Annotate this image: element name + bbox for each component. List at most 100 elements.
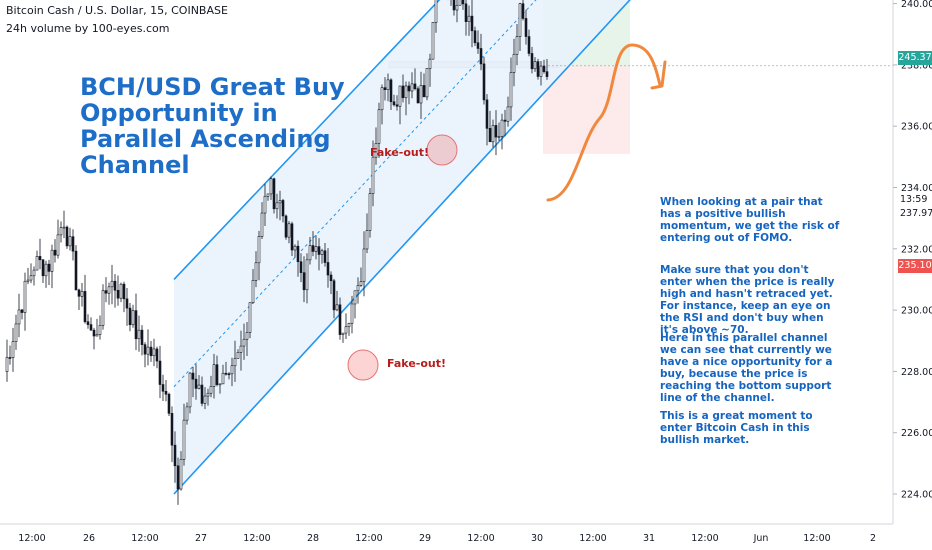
candle-body (383, 87, 387, 90)
note-line: Here in this parallel channel (660, 332, 828, 344)
candle-body (260, 212, 264, 237)
candle-body (458, 0, 462, 6)
candle-body (137, 329, 141, 340)
candle-body (248, 302, 252, 333)
countdown-label: 13:59 (900, 194, 928, 205)
note-line: Make sure that you don't (660, 264, 809, 276)
candle-body (119, 283, 123, 299)
time-tick-label: 12:00 (691, 533, 718, 544)
candle-body (212, 364, 216, 387)
note-line: bullish market. (660, 434, 750, 446)
candle-body (533, 61, 537, 70)
fakeout-label-bottom: Fake-out! (387, 357, 447, 370)
candle-body (512, 53, 516, 73)
candle-body (329, 274, 333, 282)
candle-body (104, 290, 108, 294)
note-line: For instance, keep an eye on (660, 300, 831, 312)
candle-body (374, 143, 378, 158)
time-tick-label: 30 (531, 533, 543, 544)
price-tick-label: 224.00 (901, 490, 932, 501)
candle-body (335, 304, 339, 311)
candle-body (68, 236, 72, 247)
candle-body (74, 250, 78, 291)
note-line: it's above ~70. (660, 324, 749, 336)
price-tick-label: 236.00 (901, 122, 932, 133)
candle-body (170, 413, 174, 446)
candle-body (209, 386, 213, 394)
headline-line: Opportunity in (80, 99, 278, 127)
candle-body (425, 68, 429, 98)
candle-body (176, 465, 180, 490)
candle-body (467, 15, 471, 22)
candle-body (479, 48, 483, 65)
headline-line: Parallel Ascending (80, 125, 331, 153)
candle-body (185, 406, 189, 421)
candle-body (509, 72, 513, 108)
price-tick-label: 232.00 (901, 244, 932, 255)
time-tick-label: 29 (419, 533, 431, 544)
fakeout-label-top: Fake-out! (370, 146, 430, 159)
candle-body (395, 104, 399, 107)
candle-body (200, 384, 204, 404)
candle-body (35, 256, 39, 271)
candle-body (134, 310, 138, 340)
candle-body (131, 310, 135, 326)
candle-body (518, 3, 522, 37)
candle-body (278, 200, 282, 204)
candle-body (311, 245, 315, 252)
candle-body (506, 106, 510, 122)
candle-body (116, 289, 120, 299)
candle-body (410, 83, 414, 92)
candle-body (281, 200, 285, 217)
candle-body (362, 248, 366, 282)
candle-body (245, 332, 249, 340)
candle-body (218, 383, 222, 386)
candle-body (89, 324, 93, 331)
fakeout-circle-top (426, 134, 458, 166)
candle-body (221, 372, 225, 385)
candle-body (128, 307, 132, 326)
candle-body (293, 245, 297, 251)
candle-body (194, 378, 198, 389)
price-tick-label: 234.00 (901, 183, 932, 194)
candle-body (251, 280, 255, 304)
candle-body (257, 236, 261, 264)
candle-body (8, 357, 12, 359)
time-tick-label: 12:00 (579, 533, 606, 544)
channel-upper-line (173, 0, 441, 281)
time-tick-label: 27 (195, 533, 207, 544)
candle-body (323, 250, 327, 263)
ascending-channel (173, 0, 631, 495)
candle-body (269, 178, 273, 195)
volume-indicator-label: 24h volume by 100-eyes.com (6, 22, 170, 35)
candle-body (272, 178, 276, 210)
candle-body (29, 275, 33, 281)
candle-body (110, 280, 114, 288)
candle-body (59, 227, 63, 236)
candle-body (140, 329, 144, 345)
candle-body (434, 0, 438, 23)
candle-body (80, 291, 84, 297)
time-tick-label: 12:00 (18, 533, 45, 544)
candle-body (377, 109, 381, 144)
time-tick-label: 12:00 (803, 533, 830, 544)
candle-body (224, 372, 228, 375)
candle-body (488, 128, 492, 143)
candle-body (287, 223, 291, 238)
candle-body (77, 289, 81, 297)
price-tick-label: 228.00 (901, 367, 932, 378)
note-line: line of the channel. (660, 392, 775, 404)
candle-body (158, 360, 162, 385)
candle-body (242, 338, 246, 347)
note-line: enter Bitcoin Cash in this (660, 422, 810, 434)
note-line: has a positive bullish (660, 208, 786, 220)
candle-body (179, 458, 183, 490)
candle-body (203, 395, 207, 404)
candle-body (470, 15, 474, 32)
candle-body (305, 259, 309, 291)
candle-body (62, 226, 66, 229)
headline-line: BCH/USD Great Buy (80, 73, 345, 101)
candle-body (341, 332, 345, 335)
target-price-tag: 245.37 (898, 51, 932, 65)
